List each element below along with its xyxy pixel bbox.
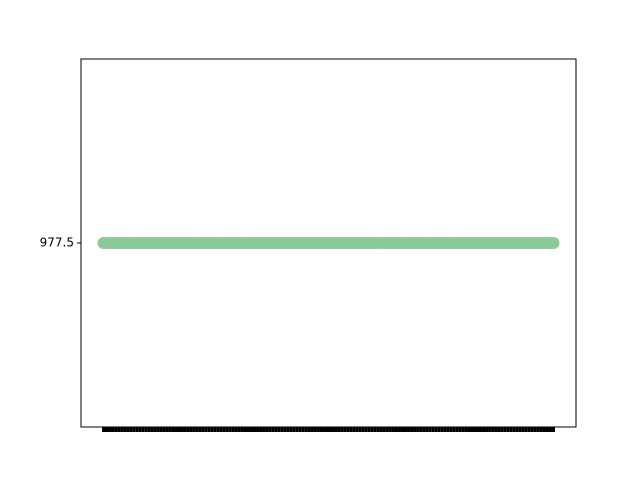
y-tick-label: 977.5 [40, 236, 74, 250]
marker [547, 237, 560, 249]
